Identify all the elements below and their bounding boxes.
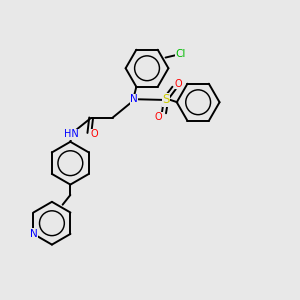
Text: N: N (29, 229, 37, 239)
Text: O: O (175, 79, 182, 89)
Text: O: O (91, 129, 98, 140)
Text: O: O (154, 112, 162, 122)
Text: Cl: Cl (176, 49, 186, 59)
Text: N: N (130, 94, 138, 104)
Text: S: S (162, 93, 170, 106)
Text: HN: HN (64, 129, 79, 139)
